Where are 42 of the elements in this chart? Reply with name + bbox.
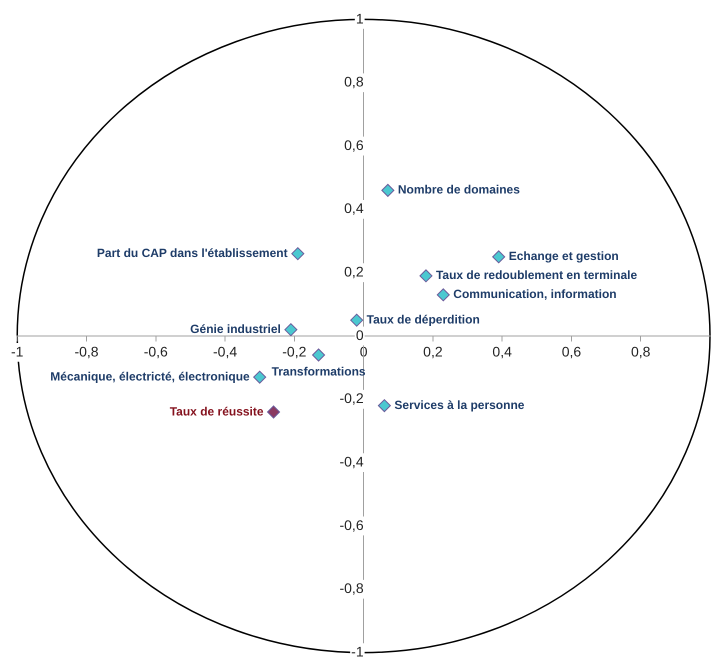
series-label: Communication, information	[453, 287, 617, 302]
point	[381, 184, 394, 197]
series-label: Taux de déperdition	[366, 312, 480, 326]
point	[492, 250, 506, 264]
y-tick-label: 0,6	[344, 136, 364, 153]
y-tick-label: -1	[351, 643, 364, 660]
x-tick-label: 0,6	[562, 343, 582, 360]
x-tick-label: -1	[11, 343, 24, 360]
x-tick-label: 0,8	[630, 343, 651, 360]
point	[291, 247, 304, 260]
x-tick-label: -0,6	[144, 343, 168, 360]
x-tick-label: 0,2	[423, 343, 443, 360]
y-tick-label: 1	[356, 10, 364, 26]
x-tick-label: -0,2	[282, 343, 307, 360]
x-tick-label: -0,8	[74, 343, 99, 360]
y-tick-label: 0	[356, 326, 364, 343]
x-tick-label: -0,4	[212, 343, 238, 360]
series-label: Génie industriel	[190, 322, 281, 336]
y-tick-label: -0,4	[339, 454, 364, 470]
point	[284, 323, 298, 336]
point	[312, 348, 326, 362]
y-tick-label: 0,4	[344, 200, 364, 216]
y-tick-label: -0,6	[339, 516, 364, 533]
series-label: Transformations	[272, 364, 366, 378]
point	[267, 405, 280, 418]
y-tick-label: -0,8	[339, 580, 364, 596]
point	[378, 399, 391, 412]
x-tick-label: 0,4	[492, 343, 512, 360]
y-tick-label: 0,2	[344, 264, 364, 280]
series-label: Services à la personne	[394, 398, 525, 412]
series-label: Mécanique, électricté, électronique	[50, 369, 250, 384]
series-label: Nombre de domaines	[398, 182, 520, 197]
y-tick-label: -0,2	[339, 390, 364, 406]
y-tick-label: 0,8	[344, 74, 364, 90]
series-label: Taux de redoublement en terminale	[436, 268, 638, 282]
point	[436, 288, 450, 302]
series-label: Echange et gestion	[508, 249, 619, 264]
point	[419, 269, 432, 282]
series-label: Taux de réussite	[170, 404, 264, 418]
point	[253, 370, 266, 384]
series-label: Part du CAP dans l'établissement	[96, 246, 288, 260]
point	[350, 314, 364, 327]
